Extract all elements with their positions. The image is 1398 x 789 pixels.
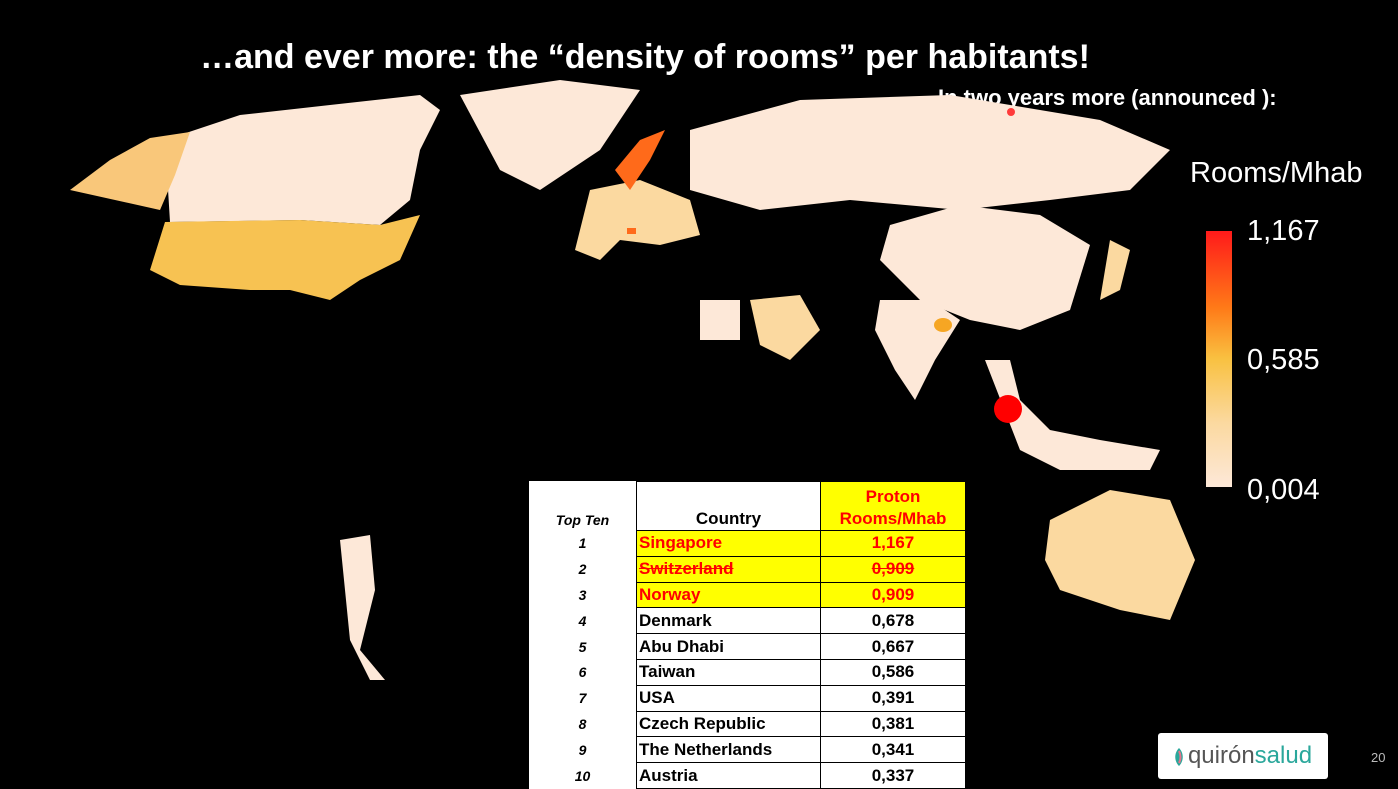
row-rank: 9 bbox=[529, 736, 637, 763]
legend-mid-label: 0,585 bbox=[1247, 344, 1320, 376]
row-value: 0,678 bbox=[820, 607, 966, 635]
table-row: 4 Denmark 0,678 bbox=[529, 607, 966, 635]
row-country: Switzerland bbox=[636, 555, 821, 583]
row-rank: 2 bbox=[529, 556, 637, 583]
greenland-shape bbox=[460, 80, 640, 190]
row-value: 1,167 bbox=[820, 530, 966, 557]
russia-shape bbox=[690, 95, 1170, 210]
row-country: Denmark bbox=[636, 607, 821, 635]
southeast-asia-shape bbox=[985, 360, 1160, 470]
table-header-row: Top Ten Country Proton Rooms/Mhab bbox=[529, 481, 966, 531]
row-value: 0,391 bbox=[820, 684, 966, 712]
table-row: 5 Abu Dhabi 0,667 bbox=[529, 633, 966, 660]
middle-east-shape bbox=[750, 295, 820, 360]
logo-text-dark: quirón bbox=[1187, 742, 1255, 769]
europe-shape bbox=[575, 180, 700, 260]
row-country: Czech Republic bbox=[636, 710, 821, 738]
row-rank: 3 bbox=[529, 582, 637, 608]
row-value: 0,381 bbox=[820, 710, 966, 738]
table-row: 7 USA 0,391 bbox=[529, 684, 966, 712]
leaf-icon bbox=[1174, 746, 1185, 766]
table-row: 1 Singapore 1,167 bbox=[529, 530, 966, 557]
table-row: 10 Austria 0,337 bbox=[529, 762, 966, 789]
quironsalud-logo: quirón salud bbox=[1158, 733, 1328, 779]
row-rank: 1 bbox=[529, 530, 637, 557]
row-value: 0,341 bbox=[820, 736, 966, 764]
singapore-marker bbox=[994, 395, 1022, 423]
row-rank: 4 bbox=[529, 607, 637, 634]
row-rank: 10 bbox=[529, 762, 637, 789]
india-shape bbox=[875, 300, 960, 400]
japan-shape bbox=[1100, 240, 1130, 300]
legend-title: Rooms/Mhab bbox=[1190, 157, 1363, 189]
table-row: 9 The Netherlands 0,341 bbox=[529, 736, 966, 764]
switzerland-shape bbox=[627, 228, 636, 234]
top-ten-table: Top Ten Country Proton Rooms/Mhab 1 Sing… bbox=[529, 481, 966, 789]
row-country: Singapore bbox=[636, 530, 821, 557]
row-value: 0,337 bbox=[820, 762, 966, 789]
table-row: 8 Czech Republic 0,381 bbox=[529, 710, 966, 738]
south-america-shape bbox=[340, 535, 385, 680]
legend-max-label: 1,167 bbox=[1247, 215, 1320, 247]
table-row: 2 Switzerland 0,909 bbox=[529, 555, 966, 583]
row-country: Abu Dhabi bbox=[636, 633, 821, 660]
row-country: Norway bbox=[636, 581, 821, 609]
row-rank: 6 bbox=[529, 659, 637, 686]
alaska-shape bbox=[70, 132, 190, 210]
header-rank: Top Ten bbox=[529, 481, 637, 531]
canada-shape bbox=[165, 95, 440, 225]
table-row: 3 Norway 0,909 bbox=[529, 581, 966, 609]
usa-shape bbox=[150, 215, 420, 300]
row-country: The Netherlands bbox=[636, 736, 821, 764]
legend-min-label: 0,004 bbox=[1247, 474, 1320, 506]
row-country: Austria bbox=[636, 762, 821, 789]
header-value-line2: Rooms/Mhab bbox=[839, 509, 947, 528]
row-rank: 7 bbox=[529, 685, 637, 712]
row-country: Taiwan bbox=[636, 658, 821, 686]
header-value-line1: Proton bbox=[865, 487, 921, 506]
page-number: 20 bbox=[1371, 750, 1386, 765]
table-row: 6 Taiwan 0,586 bbox=[529, 658, 966, 686]
row-value: 0,586 bbox=[820, 658, 966, 686]
logo-text-light: salud bbox=[1254, 742, 1313, 769]
australia-shape bbox=[1045, 490, 1195, 620]
row-value: 0,909 bbox=[820, 555, 966, 583]
row-country: USA bbox=[636, 684, 821, 712]
row-value: 0,909 bbox=[820, 581, 966, 609]
norway-shape bbox=[615, 130, 665, 190]
row-rank: 8 bbox=[529, 711, 637, 737]
row-value: 0,667 bbox=[820, 633, 966, 660]
header-country: Country bbox=[636, 481, 821, 531]
china-shape bbox=[880, 205, 1090, 330]
row-rank: 5 bbox=[529, 633, 637, 660]
slide-title: …and ever more: the “density of rooms” p… bbox=[200, 38, 1090, 76]
india-marker bbox=[934, 318, 952, 332]
egypt-shape bbox=[700, 300, 740, 340]
russia-marker bbox=[1007, 108, 1015, 116]
header-value: Proton Rooms/Mhab bbox=[820, 481, 966, 531]
legend-color-bar bbox=[1206, 231, 1232, 487]
